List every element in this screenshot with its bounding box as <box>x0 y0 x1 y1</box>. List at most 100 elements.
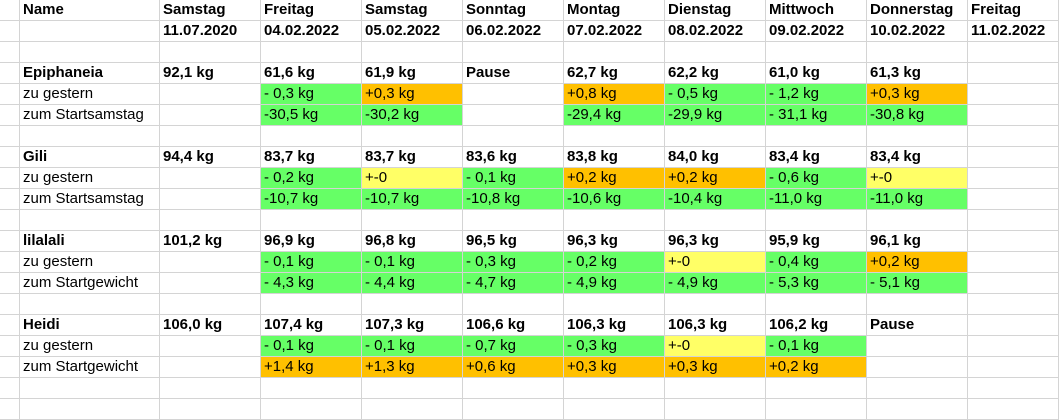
cell[interactable] <box>665 42 766 63</box>
cell[interactable]: - 0,2 kg <box>564 252 665 273</box>
cell[interactable]: - 4,9 kg <box>564 273 665 294</box>
cell[interactable]: 96,3 kg <box>665 231 766 252</box>
row-label-cell[interactable]: Name <box>20 0 160 21</box>
cell[interactable]: +-0 <box>665 336 766 357</box>
cell[interactable]: 61,0 kg <box>766 63 867 84</box>
cell[interactable]: +-0 <box>362 168 463 189</box>
cell[interactable] <box>160 399 261 420</box>
cell[interactable] <box>362 294 463 315</box>
cell[interactable]: 106,6 kg <box>463 315 564 336</box>
cell[interactable] <box>160 252 261 273</box>
cell[interactable]: - 0,6 kg <box>766 168 867 189</box>
cell[interactable]: - 0,3 kg <box>564 336 665 357</box>
cell[interactable] <box>463 105 564 126</box>
cell[interactable] <box>968 168 1059 189</box>
cell[interactable] <box>160 273 261 294</box>
cell[interactable] <box>160 336 261 357</box>
cell[interactable] <box>968 336 1059 357</box>
cell[interactable]: 11.07.2020 <box>160 21 261 42</box>
cell[interactable]: +0,2 kg <box>766 357 867 378</box>
cell[interactable]: 95,9 kg <box>766 231 867 252</box>
cell[interactable]: - 31,1 kg <box>766 105 867 126</box>
cell[interactable] <box>968 357 1059 378</box>
cell[interactable]: -10,8 kg <box>463 189 564 210</box>
cell[interactable] <box>261 126 362 147</box>
cell[interactable] <box>564 399 665 420</box>
cell[interactable]: - 4,7 kg <box>463 273 564 294</box>
row-label-cell[interactable]: Epiphaneia <box>20 63 160 84</box>
cell[interactable] <box>968 399 1059 420</box>
cell[interactable]: -11,0 kg <box>766 189 867 210</box>
cell[interactable] <box>665 399 766 420</box>
cell[interactable] <box>463 399 564 420</box>
row-label-cell[interactable] <box>20 294 160 315</box>
cell[interactable] <box>362 42 463 63</box>
cell[interactable]: - 0,7 kg <box>463 336 564 357</box>
cell[interactable] <box>867 126 968 147</box>
row-label-cell[interactable]: zu gestern <box>20 252 160 273</box>
cell[interactable]: - 0,1 kg <box>261 252 362 273</box>
cell[interactable] <box>766 294 867 315</box>
cell[interactable] <box>968 126 1059 147</box>
cell[interactable] <box>968 189 1059 210</box>
cell[interactable] <box>766 126 867 147</box>
cell[interactable]: +0,2 kg <box>867 252 968 273</box>
cell[interactable] <box>564 294 665 315</box>
cell[interactable] <box>766 399 867 420</box>
cell[interactable] <box>564 126 665 147</box>
row-label-cell[interactable]: Heidi <box>20 315 160 336</box>
cell[interactable]: 83,4 kg <box>867 147 968 168</box>
cell[interactable] <box>665 210 766 231</box>
cell[interactable]: Mittwoch <box>766 0 867 21</box>
cell[interactable] <box>261 399 362 420</box>
cell[interactable]: +-0 <box>867 168 968 189</box>
cell[interactable]: - 0,4 kg <box>766 252 867 273</box>
cell[interactable]: 83,4 kg <box>766 147 867 168</box>
cell[interactable] <box>160 126 261 147</box>
cell[interactable]: +0,3 kg <box>867 84 968 105</box>
cell[interactable]: 101,2 kg <box>160 231 261 252</box>
cell[interactable] <box>160 84 261 105</box>
cell[interactable]: 107,3 kg <box>362 315 463 336</box>
cell[interactable]: 83,6 kg <box>463 147 564 168</box>
cell[interactable]: +1,3 kg <box>362 357 463 378</box>
row-label-cell[interactable]: lilalali <box>20 231 160 252</box>
cell[interactable]: +1,4 kg <box>261 357 362 378</box>
cell[interactable] <box>867 399 968 420</box>
cell[interactable]: 83,7 kg <box>261 147 362 168</box>
cell[interactable]: -30,2 kg <box>362 105 463 126</box>
cell[interactable]: - 0,1 kg <box>261 336 362 357</box>
cell[interactable]: 106,0 kg <box>160 315 261 336</box>
row-label-cell[interactable]: zu gestern <box>20 84 160 105</box>
cell[interactable] <box>968 294 1059 315</box>
cell[interactable]: +0,3 kg <box>665 357 766 378</box>
cell[interactable] <box>968 231 1059 252</box>
cell[interactable]: Freitag <box>968 0 1059 21</box>
cell[interactable] <box>867 378 968 399</box>
cell[interactable]: 62,2 kg <box>665 63 766 84</box>
row-label-cell[interactable]: zum Startsamstag <box>20 105 160 126</box>
cell[interactable] <box>665 294 766 315</box>
cell[interactable]: - 4,4 kg <box>362 273 463 294</box>
cell[interactable]: - 5,1 kg <box>867 273 968 294</box>
cell[interactable]: +0,6 kg <box>463 357 564 378</box>
cell[interactable]: -29,4 kg <box>564 105 665 126</box>
cell[interactable]: +0,2 kg <box>564 168 665 189</box>
row-label-cell[interactable] <box>20 210 160 231</box>
cell[interactable]: 96,5 kg <box>463 231 564 252</box>
cell[interactable] <box>463 126 564 147</box>
cell[interactable] <box>968 273 1059 294</box>
cell[interactable]: 96,8 kg <box>362 231 463 252</box>
cell[interactable] <box>968 315 1059 336</box>
cell[interactable]: 07.02.2022 <box>564 21 665 42</box>
cell[interactable] <box>261 210 362 231</box>
cell[interactable] <box>968 147 1059 168</box>
cell[interactable] <box>766 378 867 399</box>
cell[interactable]: -11,0 kg <box>867 189 968 210</box>
cell[interactable]: 84,0 kg <box>665 147 766 168</box>
cell[interactable] <box>766 42 867 63</box>
cell[interactable]: 08.02.2022 <box>665 21 766 42</box>
cell[interactable] <box>968 84 1059 105</box>
cell[interactable]: 106,2 kg <box>766 315 867 336</box>
cell[interactable]: +0,2 kg <box>665 168 766 189</box>
